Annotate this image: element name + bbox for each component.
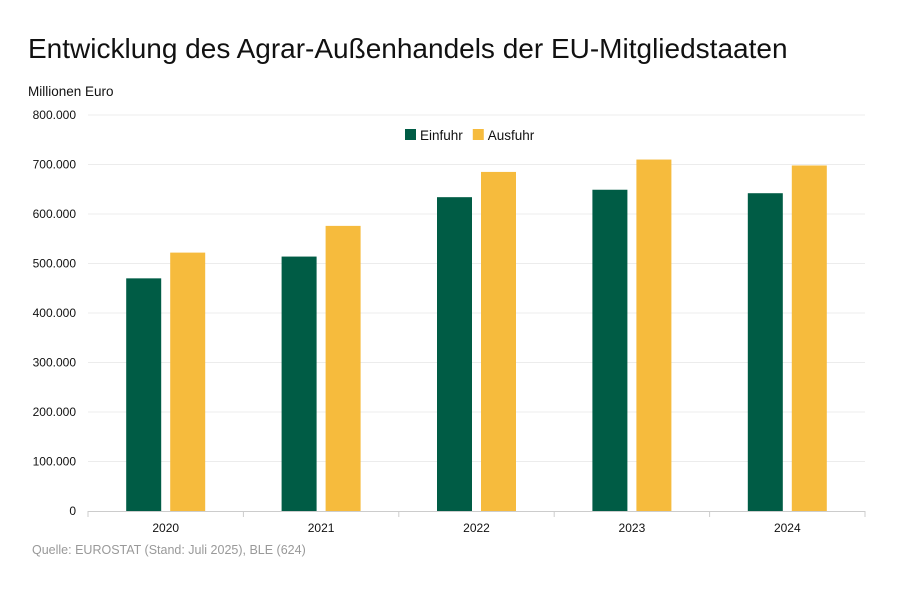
y-tick-label: 400.000 (33, 306, 77, 320)
bar-ausfuhr-2023 (636, 159, 672, 512)
bar-ausfuhr-2021 (325, 225, 361, 511)
legend-label-ausfuhr: Ausfuhr (488, 128, 535, 143)
bar-einfuhr-2023 (592, 189, 628, 511)
y-tick-label: 500.000 (33, 257, 77, 271)
y-tick-label: 0 (69, 504, 76, 518)
bar-einfuhr-2022 (437, 197, 472, 512)
bar-ausfuhr-2022 (481, 171, 516, 512)
bar-einfuhr-2020 (126, 278, 162, 511)
x-tick-label: 2024 (774, 521, 801, 535)
bar-einfuhr-2021 (281, 256, 317, 511)
y-tick-label: 700.000 (33, 158, 77, 172)
chart-title: Entwicklung des Agrar-Außenhandels der E… (28, 33, 788, 64)
x-tick-label: 2023 (619, 521, 646, 535)
y-tick-label: 600.000 (33, 207, 77, 221)
bar-ausfuhr-2020 (170, 252, 206, 512)
legend-label-einfuhr: Einfuhr (420, 128, 463, 143)
y-tick-label: 300.000 (33, 356, 77, 370)
y-tick-label: 800.000 (33, 108, 77, 122)
bar-einfuhr-2024 (747, 193, 783, 511)
legend-swatch-ausfuhr (472, 129, 484, 140)
source-note: Quelle: EUROSTAT (Stand: Juli 2025), BLE… (32, 543, 306, 557)
x-tick-label: 2022 (463, 521, 490, 535)
y-axis-label: Millionen Euro (28, 84, 114, 99)
legend-swatch-einfuhr (405, 129, 416, 140)
bar-ausfuhr-2024 (791, 165, 827, 512)
x-tick-label: 2021 (308, 521, 335, 535)
y-tick-label: 200.000 (33, 405, 77, 419)
y-tick-label: 100.000 (33, 455, 77, 469)
x-tick-label: 2020 (152, 521, 179, 535)
